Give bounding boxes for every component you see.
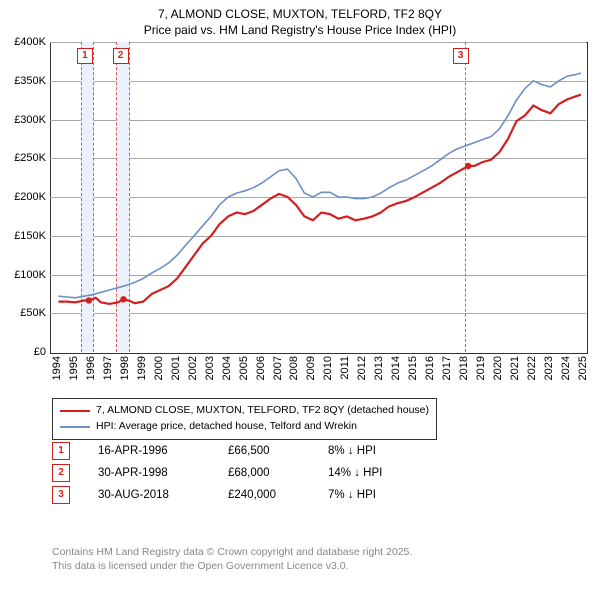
x-tick-label: 2006 bbox=[255, 356, 267, 386]
x-tick-label: 1994 bbox=[51, 356, 63, 386]
series-marker bbox=[86, 297, 92, 303]
y-tick-label: £200K bbox=[0, 191, 46, 203]
x-tick-label: 2003 bbox=[204, 356, 216, 386]
chart-title: 7, ALMOND CLOSE, MUXTON, TELFORD, TF2 8Q… bbox=[0, 0, 600, 38]
y-tick-label: £400K bbox=[0, 36, 46, 48]
series-svg bbox=[50, 42, 586, 352]
x-tick-label: 2020 bbox=[492, 356, 504, 386]
x-tick-label: 2013 bbox=[373, 356, 385, 386]
sales-marker: 2 bbox=[52, 464, 70, 482]
x-tick-label: 2022 bbox=[526, 356, 538, 386]
x-tick-label: 1995 bbox=[68, 356, 80, 386]
x-tick-label: 2025 bbox=[577, 356, 589, 386]
sales-price: £66,500 bbox=[228, 445, 328, 457]
y-tick-label: £100K bbox=[0, 269, 46, 281]
sales-row-3: 3 30-AUG-2018£240,0007% ↓ HPI bbox=[52, 484, 448, 506]
sales-diff: 7% ↓ HPI bbox=[328, 489, 448, 501]
sales-marker: 3 bbox=[52, 486, 70, 504]
x-tick-label: 2017 bbox=[441, 356, 453, 386]
x-tick-label: 1998 bbox=[119, 356, 131, 386]
x-tick-label: 2010 bbox=[322, 356, 334, 386]
sales-date: 30-AUG-2018 bbox=[98, 489, 228, 501]
legend-row-paid: 7, ALMOND CLOSE, MUXTON, TELFORD, TF2 8Q… bbox=[60, 403, 429, 419]
x-tick-label: 2021 bbox=[509, 356, 521, 386]
legend-swatch bbox=[60, 410, 90, 412]
legend-label: HPI: Average price, detached house, Telf… bbox=[96, 419, 357, 435]
legend-row-hpi: HPI: Average price, detached house, Telf… bbox=[60, 419, 429, 435]
series-marker bbox=[120, 296, 126, 302]
x-tick-label: 2002 bbox=[187, 356, 199, 386]
sales-price: £68,000 bbox=[228, 467, 328, 479]
x-tick-label: 1997 bbox=[102, 356, 114, 386]
footer-line1: Contains HM Land Registry data © Crown c… bbox=[52, 545, 412, 559]
x-tick-label: 2018 bbox=[458, 356, 470, 386]
x-tick-label: 2005 bbox=[238, 356, 250, 386]
sales-date: 16-APR-1996 bbox=[98, 445, 228, 457]
y-tick-label: £300K bbox=[0, 114, 46, 126]
y-tick-label: £50K bbox=[0, 307, 46, 319]
x-tick-label: 2023 bbox=[543, 356, 555, 386]
attribution-footer: Contains HM Land Registry data © Crown c… bbox=[52, 545, 412, 573]
x-tick-label: 2007 bbox=[272, 356, 284, 386]
x-tick-label: 2024 bbox=[560, 356, 572, 386]
y-tick-label: £350K bbox=[0, 75, 46, 87]
series-paid bbox=[59, 95, 581, 304]
sales-row-2: 2 30-APR-1998£68,00014% ↓ HPI bbox=[52, 462, 448, 484]
y-tick-label: £150K bbox=[0, 230, 46, 242]
legend-label: 7, ALMOND CLOSE, MUXTON, TELFORD, TF2 8Q… bbox=[96, 403, 429, 419]
chart-legend: 7, ALMOND CLOSE, MUXTON, TELFORD, TF2 8Q… bbox=[52, 398, 437, 440]
series-hpi bbox=[59, 73, 581, 298]
x-tick-label: 1999 bbox=[136, 356, 148, 386]
x-tick-label: 2019 bbox=[475, 356, 487, 386]
title-line1: 7, ALMOND CLOSE, MUXTON, TELFORD, TF2 8Q… bbox=[158, 7, 442, 21]
x-tick-label: 2001 bbox=[170, 356, 182, 386]
footer-line2: This data is licensed under the Open Gov… bbox=[52, 559, 412, 573]
sales-row-1: 1 16-APR-1996£66,5008% ↓ HPI bbox=[52, 440, 448, 462]
x-tick-label: 2015 bbox=[407, 356, 419, 386]
sales-marker: 1 bbox=[52, 442, 70, 460]
x-tick-label: 2009 bbox=[305, 356, 317, 386]
series-marker bbox=[465, 163, 471, 169]
x-tick-label: 2014 bbox=[390, 356, 402, 386]
x-tick-label: 2012 bbox=[356, 356, 368, 386]
x-tick-label: 2016 bbox=[424, 356, 436, 386]
legend-swatch bbox=[60, 426, 90, 428]
title-line2: Price paid vs. HM Land Registry's House … bbox=[0, 22, 600, 38]
x-tick-label: 2004 bbox=[221, 356, 233, 386]
y-tick-label: £0 bbox=[0, 346, 46, 358]
sales-table: 1 16-APR-1996£66,5008% ↓ HPI 2 30-APR-1998£… bbox=[52, 440, 448, 506]
y-tick-label: £250K bbox=[0, 152, 46, 164]
x-tick-label: 2008 bbox=[288, 356, 300, 386]
sales-price: £240,000 bbox=[228, 489, 328, 501]
sales-date: 30-APR-1998 bbox=[98, 467, 228, 479]
x-tick-label: 1996 bbox=[85, 356, 97, 386]
x-tick-label: 2000 bbox=[153, 356, 165, 386]
x-tick-label: 2011 bbox=[339, 356, 351, 386]
sales-diff: 8% ↓ HPI bbox=[328, 445, 448, 457]
sales-diff: 14% ↓ HPI bbox=[328, 467, 448, 479]
